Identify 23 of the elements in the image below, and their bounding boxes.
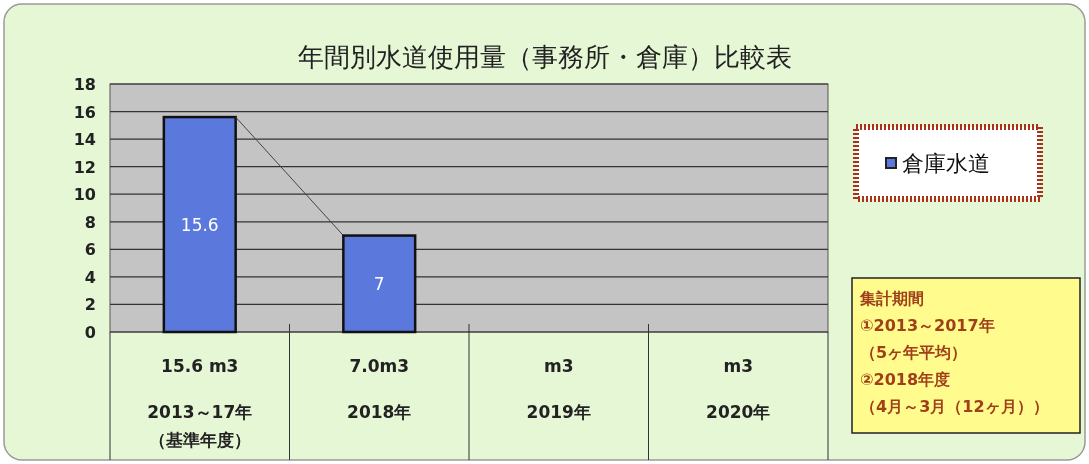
category-label: m3 2019年 bbox=[526, 356, 591, 422]
y-tick-label: 4 bbox=[84, 267, 96, 287]
category-label: 15.6 m3 2013～17年（基準年度） bbox=[147, 356, 253, 450]
y-tick-label: 8 bbox=[84, 212, 96, 232]
text: ②2018年度 bbox=[860, 370, 951, 389]
y-tick-label: 18 bbox=[73, 75, 96, 94]
y-tick-label: 16 bbox=[73, 102, 96, 122]
y-tick-label: 12 bbox=[73, 157, 96, 177]
text: （5ヶ年平均） bbox=[860, 343, 968, 362]
chart-title: 年間別水道使用量（事務所・倉庫）比較表 bbox=[298, 42, 792, 72]
data-label: 7 bbox=[373, 273, 385, 294]
data-label: 15.6 bbox=[180, 214, 219, 235]
y-tick-label: 6 bbox=[84, 240, 96, 260]
text: （4月～3月（12ヶ月）） bbox=[860, 397, 1049, 416]
y-tick-label: 2 bbox=[84, 295, 96, 315]
y-tick-label: 10 bbox=[73, 185, 96, 205]
category-label: 7.0m3 2018年 bbox=[347, 356, 412, 422]
text: ①2013～2017年 bbox=[860, 316, 995, 335]
text: 集計期間 bbox=[859, 289, 924, 308]
legend-label: 倉庫水道 bbox=[902, 151, 990, 176]
y-tick-label: 0 bbox=[84, 323, 96, 342]
y-tick-label: 14 bbox=[73, 130, 96, 150]
category-label: m3 2020年 bbox=[706, 356, 771, 422]
